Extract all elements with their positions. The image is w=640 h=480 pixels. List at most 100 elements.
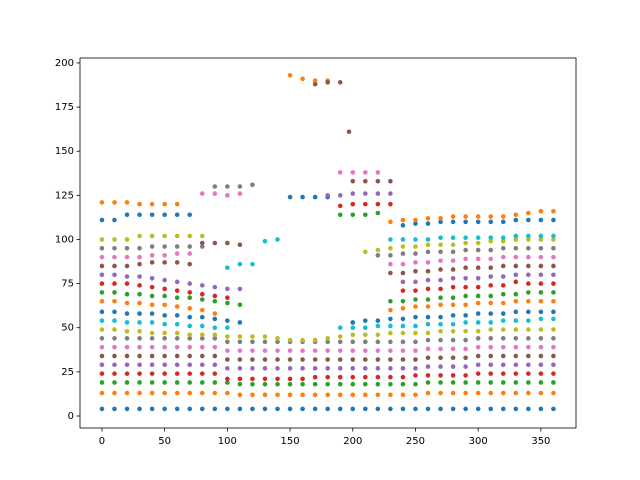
point <box>375 357 381 362</box>
point <box>162 406 167 412</box>
point <box>463 240 468 246</box>
point <box>538 309 544 315</box>
point <box>500 371 506 376</box>
point <box>551 362 556 368</box>
point <box>162 286 167 292</box>
point <box>513 344 519 350</box>
point <box>551 217 556 223</box>
point <box>551 298 556 304</box>
point <box>463 380 468 385</box>
point <box>375 170 381 175</box>
point <box>99 336 105 341</box>
point <box>312 78 318 83</box>
point <box>187 306 193 311</box>
point <box>438 215 443 221</box>
point <box>551 233 556 239</box>
point <box>413 260 418 265</box>
point <box>225 265 230 271</box>
point <box>500 390 506 396</box>
point <box>363 348 368 353</box>
point <box>262 376 268 382</box>
point <box>425 355 431 361</box>
point <box>551 316 556 322</box>
point <box>312 406 318 412</box>
point <box>325 80 330 85</box>
point <box>312 392 318 398</box>
point <box>287 337 293 343</box>
point <box>388 270 393 276</box>
point <box>99 362 105 368</box>
point <box>500 362 506 368</box>
point <box>425 346 431 352</box>
point <box>212 332 218 338</box>
point <box>538 272 544 278</box>
point <box>250 261 255 267</box>
point <box>363 332 368 338</box>
point <box>438 249 443 255</box>
point <box>199 371 205 376</box>
point <box>237 392 243 398</box>
point <box>137 390 142 396</box>
point <box>174 336 180 341</box>
point <box>388 307 393 313</box>
point <box>112 318 117 323</box>
point <box>526 217 531 223</box>
point <box>99 371 105 376</box>
point <box>262 238 268 244</box>
point <box>162 277 167 283</box>
point <box>363 325 368 331</box>
point <box>425 215 431 221</box>
point <box>149 233 155 239</box>
point <box>337 170 343 175</box>
point <box>388 374 393 380</box>
point <box>538 390 544 396</box>
point <box>212 353 218 359</box>
point <box>212 240 218 246</box>
point <box>99 290 105 295</box>
point <box>199 307 205 313</box>
point <box>475 328 481 334</box>
point <box>513 371 519 376</box>
point <box>275 357 280 362</box>
point <box>425 237 431 242</box>
point <box>250 406 255 412</box>
point <box>413 268 418 274</box>
point <box>287 357 293 362</box>
point <box>325 381 330 387</box>
point <box>237 334 243 339</box>
x-tick-label: 300 <box>469 436 488 447</box>
point <box>388 366 393 371</box>
point <box>438 321 443 327</box>
point <box>112 406 117 412</box>
point <box>250 366 255 371</box>
y-tick-label: 0 <box>68 411 74 422</box>
point <box>450 242 456 248</box>
point <box>149 244 155 249</box>
point <box>363 249 368 255</box>
point <box>438 380 443 385</box>
point <box>149 371 155 376</box>
point <box>149 302 155 308</box>
point <box>488 293 494 299</box>
y-tick-label: 200 <box>55 58 74 69</box>
point <box>137 212 142 218</box>
point <box>212 362 218 368</box>
point <box>551 245 556 251</box>
point <box>350 325 356 331</box>
point <box>450 390 456 396</box>
point <box>526 263 531 269</box>
point <box>237 348 243 353</box>
point <box>375 201 381 207</box>
point <box>99 327 105 332</box>
point <box>513 237 519 242</box>
point <box>149 320 155 325</box>
point <box>149 201 155 207</box>
point <box>450 321 456 327</box>
point <box>363 381 368 387</box>
point <box>337 325 343 331</box>
point <box>463 406 468 412</box>
point <box>388 191 393 196</box>
point <box>149 284 155 290</box>
point <box>513 254 519 260</box>
point <box>475 240 481 246</box>
